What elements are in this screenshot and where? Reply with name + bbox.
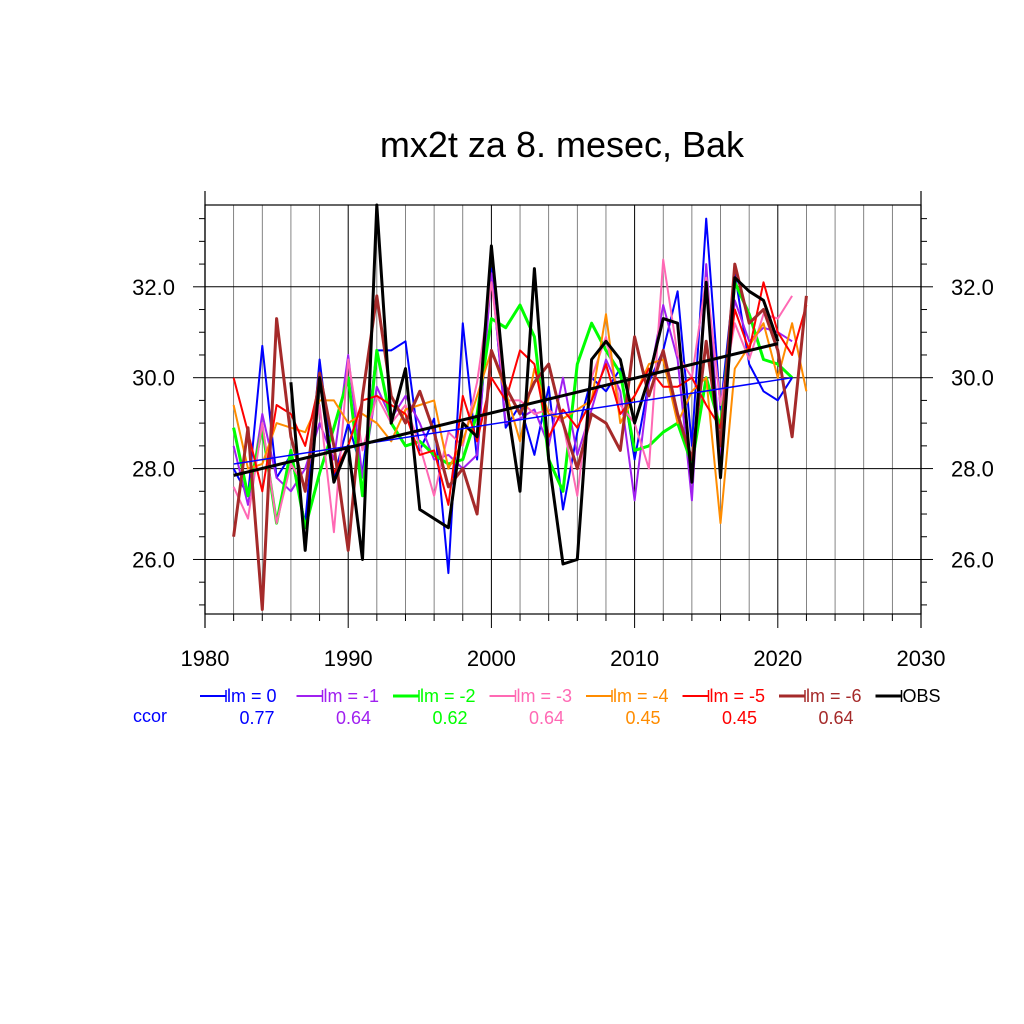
- ccor-value: 0.64: [529, 708, 564, 728]
- y-tick-label-right: 28.0: [951, 457, 994, 482]
- y-tick-label-right: 30.0: [951, 366, 994, 391]
- ccor-value: 0.64: [818, 708, 853, 728]
- trend-line: [233, 376, 793, 465]
- ccor-value: 0.64: [336, 708, 371, 728]
- x-tick-label: 2010: [610, 646, 659, 671]
- x-tick-label: 2020: [753, 646, 802, 671]
- series-line-lm-6: [232, 262, 808, 611]
- series-layer: [232, 203, 808, 611]
- y-tick-label-left: 28.0: [132, 457, 175, 482]
- legend-label: lm = -5: [710, 686, 766, 706]
- chart-title: mx2t za 8. mesec, Bak: [380, 124, 745, 165]
- y-tick-label-left: 30.0: [132, 366, 175, 391]
- y-tick-label-right: 32.0: [951, 275, 994, 300]
- y-tick-label-left: 32.0: [132, 275, 175, 300]
- legend-label: lm = -2: [420, 686, 476, 706]
- x-tick-label: 2000: [467, 646, 516, 671]
- axis-layer: 26.0 26.0 28.0 28.0 30.0 30.0 32.0 32.0 1980 1990…: [132, 191, 994, 671]
- legend-label: lm = -6: [806, 686, 862, 706]
- y-tick-label-left: 26.0: [132, 547, 175, 572]
- trend-line: [233, 342, 779, 477]
- series-line-lm-4: [232, 313, 808, 525]
- legend-label: lm = -4: [613, 686, 669, 706]
- x-tick-label: 2030: [897, 646, 946, 671]
- legend-label: lm = -3: [517, 686, 573, 706]
- y-tick-label-right: 26.0: [951, 547, 994, 572]
- ccor-label: ccor: [133, 706, 167, 726]
- series-line-obs: [289, 203, 780, 566]
- legend-label: OBS: [903, 686, 941, 706]
- ccor-value: 0.45: [722, 708, 757, 728]
- series-line-lm-2: [232, 280, 794, 530]
- ccor-value: 0.62: [432, 708, 467, 728]
- x-tick-label: 1990: [324, 646, 373, 671]
- ccor-value: 0.45: [625, 708, 660, 728]
- legend-label: lm = 0: [227, 686, 277, 706]
- x-tick-label: 1980: [181, 646, 230, 671]
- legend-label: lm = -1: [324, 686, 380, 706]
- ccor-value: 0.77: [239, 708, 274, 728]
